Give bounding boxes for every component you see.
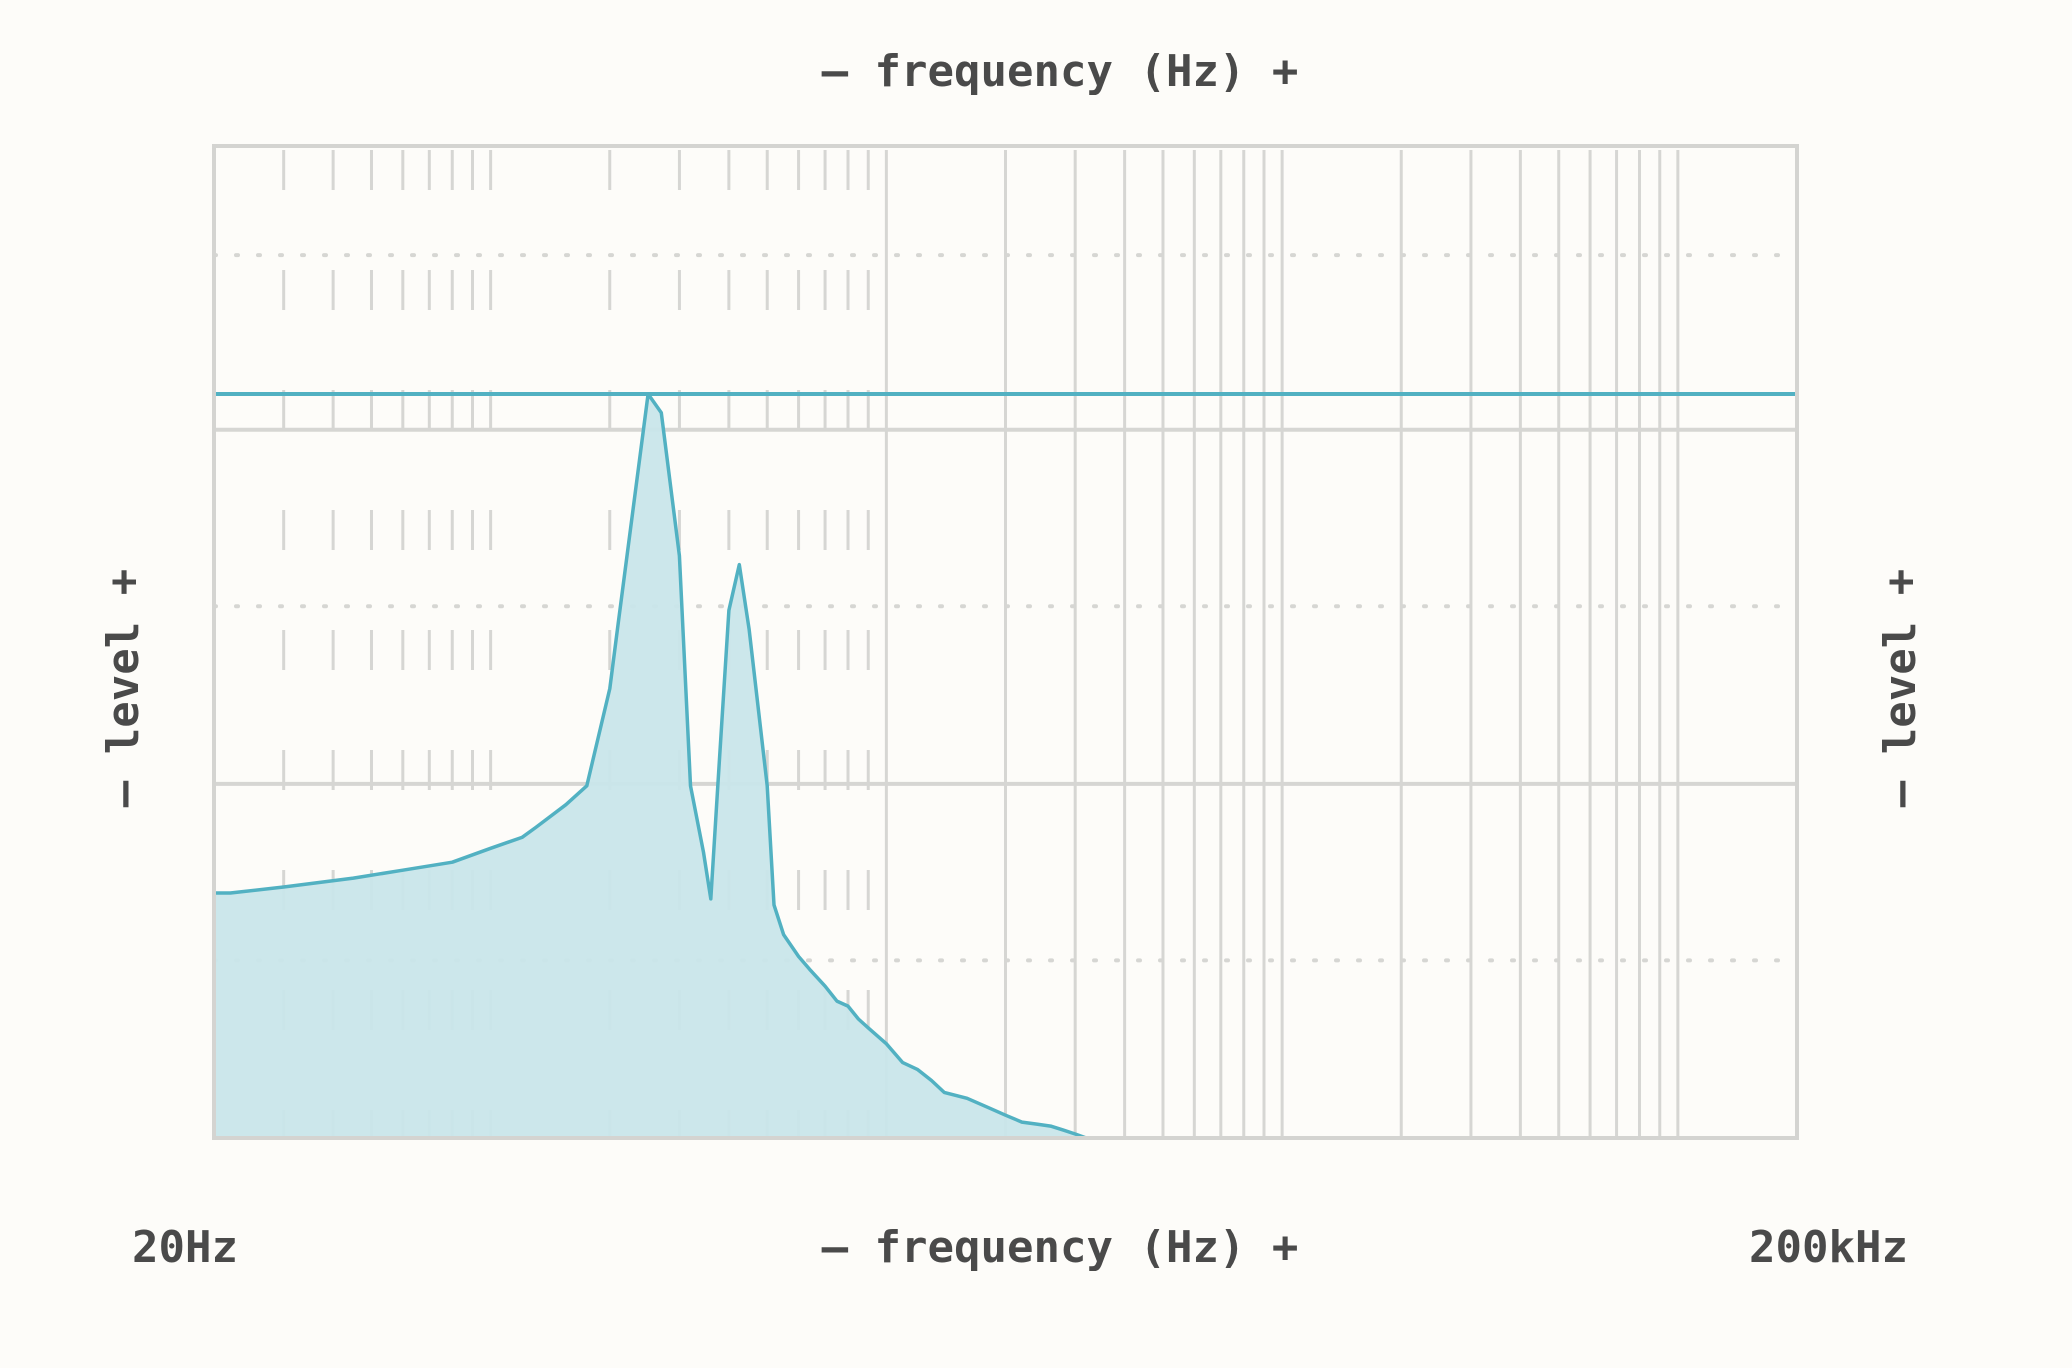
grid bbox=[212, 150, 1799, 1138]
response-area bbox=[214, 394, 1797, 1138]
y-axis-label-left: – level + bbox=[98, 569, 149, 807]
x-axis-max-label: 200kHz bbox=[1749, 1222, 1908, 1273]
data-layer bbox=[214, 392, 1797, 1140]
response-line bbox=[214, 392, 1797, 1140]
x-axis-min-label: 20Hz bbox=[132, 1222, 238, 1273]
x-axis-label-top: – frequency (Hz) + bbox=[822, 46, 1299, 97]
plot-frame bbox=[212, 144, 1799, 1140]
x-axis-label-bottom: – frequency (Hz) + bbox=[822, 1222, 1299, 1273]
y-axis-label-right: – level + bbox=[1875, 569, 1926, 807]
